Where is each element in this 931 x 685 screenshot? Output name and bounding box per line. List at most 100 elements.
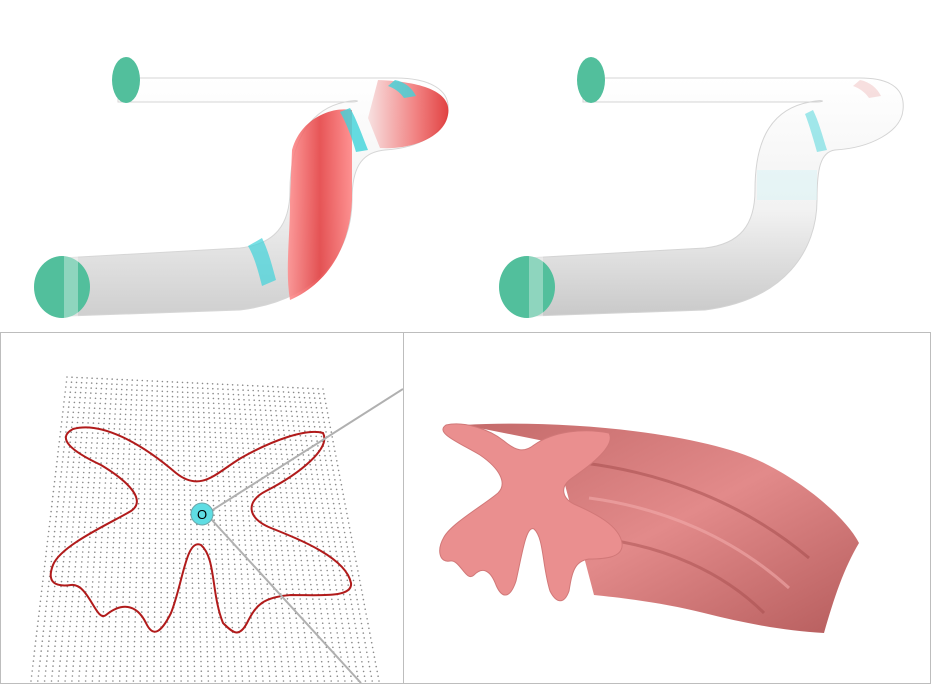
grid-dot	[270, 414, 273, 417]
grid-dot	[241, 500, 243, 503]
grid-dot	[120, 650, 122, 653]
grid-dot	[243, 466, 246, 469]
grid-dot	[281, 554, 284, 557]
grid-dot	[166, 385, 169, 388]
grid-dot	[135, 414, 137, 416]
grid-dot	[188, 440, 190, 443]
grid-dot	[145, 429, 147, 431]
grid-dot	[311, 411, 313, 414]
grid-dot	[347, 550, 350, 553]
grid-dot	[128, 448, 131, 450]
grid-dot	[253, 505, 255, 508]
grid-dot	[261, 592, 263, 595]
grid-dot	[286, 496, 288, 499]
grid-dot	[90, 521, 92, 524]
grid-dot	[105, 680, 107, 682]
grid-dot	[178, 567, 181, 570]
grid-dot	[215, 456, 218, 458]
grid-dot	[119, 665, 122, 667]
grid-dot	[301, 415, 304, 418]
grid-dot	[58, 600, 61, 603]
grid-dot	[359, 617, 362, 620]
grid-dot	[228, 480, 230, 483]
grid-dot	[133, 650, 135, 653]
grid-dot	[229, 582, 231, 585]
grid-dot	[338, 569, 341, 572]
grid-dot	[226, 646, 228, 648]
grid-dot	[261, 530, 263, 532]
grid-dot	[166, 488, 169, 491]
grid-dot	[299, 598, 302, 600]
grid-dot	[133, 478, 135, 480]
grid-dot	[83, 411, 85, 414]
grid-dot	[331, 498, 334, 500]
grid-dot	[285, 448, 288, 451]
grid-dot	[310, 583, 312, 586]
grid-dot	[121, 625, 123, 628]
grid-dot	[239, 485, 242, 488]
grid-dot	[314, 665, 317, 668]
grid-dot	[186, 381, 189, 384]
grid-dot	[166, 631, 169, 633]
grid-dot	[325, 526, 327, 529]
grid-dot	[263, 395, 265, 397]
grid-dot	[284, 636, 287, 639]
grid-dot	[327, 445, 330, 448]
grid-dot	[75, 630, 77, 633]
grid-dot	[352, 651, 355, 653]
grid-dot	[327, 507, 330, 510]
grid-dot	[55, 570, 58, 573]
grid-dot	[135, 418, 137, 421]
grid-dot	[65, 426, 68, 428]
grid-dot	[204, 607, 207, 609]
grid-dot	[253, 510, 256, 513]
grid-dot	[156, 414, 158, 417]
grid-dot	[190, 523, 192, 526]
grid-dot	[301, 612, 303, 615]
grid-dot	[146, 680, 148, 682]
grid-dot	[49, 625, 52, 628]
grid-dot	[226, 543, 229, 546]
grid-dot	[185, 567, 187, 570]
grid-dot	[141, 596, 143, 599]
grid-dot	[89, 457, 92, 459]
grid-dot	[277, 515, 279, 518]
grid-dot	[65, 431, 67, 433]
grid-dot	[347, 522, 350, 524]
grid-dot	[302, 420, 305, 423]
grid-dot	[298, 430, 301, 432]
grid-dot	[133, 453, 136, 455]
grid-dot	[312, 421, 315, 423]
grid-dot	[135, 586, 137, 589]
grid-dot	[234, 665, 236, 668]
grid-dot	[75, 381, 78, 384]
grid-dot	[322, 478, 325, 481]
grid-dot	[288, 429, 290, 432]
grid-dot	[69, 620, 72, 623]
grid-dot	[275, 458, 278, 460]
grid-dot	[276, 564, 279, 566]
grid-dot	[125, 398, 128, 401]
grid-dot	[185, 611, 188, 614]
grid-dot	[300, 516, 303, 518]
grid-dot	[60, 426, 62, 428]
grid-dot	[107, 630, 110, 633]
grid-dot	[276, 617, 278, 619]
grid-dot	[282, 511, 285, 513]
grid-dot	[283, 477, 286, 480]
grid-dot	[311, 641, 314, 644]
grid-dot	[110, 482, 112, 484]
grid-dot	[234, 578, 237, 580]
grid-dot	[171, 381, 174, 383]
grid-dot	[185, 601, 188, 604]
grid-dot	[285, 535, 288, 537]
grid-dot	[300, 439, 302, 442]
grid-dot	[271, 467, 274, 470]
grid-dot	[311, 555, 314, 557]
grid-dot	[280, 491, 282, 494]
grid-dot	[255, 675, 257, 677]
grid-dot	[193, 440, 196, 443]
grid-dot	[172, 587, 175, 589]
grid-dot	[308, 574, 311, 576]
grid-dot	[96, 601, 99, 603]
